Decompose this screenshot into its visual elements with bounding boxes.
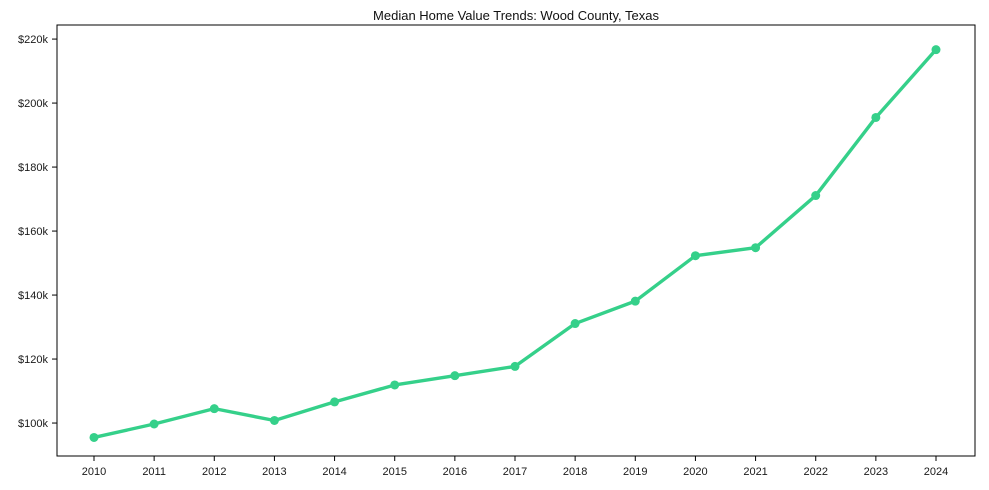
x-axis-tick-label: 2018 [563, 466, 587, 478]
x-axis-tick-label: 2012 [202, 466, 226, 478]
data-point [510, 361, 520, 371]
x-axis-tick-label: 2019 [623, 466, 647, 478]
data-point [209, 404, 219, 414]
data-point [690, 251, 700, 261]
x-axis-tick-label: 2011 [142, 466, 166, 478]
y-axis-tick-label: $200k [18, 98, 48, 110]
x-axis-tick-label: 2013 [262, 466, 286, 478]
data-point [570, 319, 580, 329]
y-axis-tick-label: $220k [18, 34, 48, 46]
plot-frame [56, 24, 976, 457]
data-point [931, 45, 941, 55]
y-axis-tick-label: $100k [18, 418, 48, 430]
x-axis-tick-label: 2010 [82, 466, 106, 478]
x-axis-tick-label: 2016 [443, 466, 467, 478]
data-point [330, 397, 340, 407]
chart-title: Median Home Value Trends: Wood County, T… [373, 8, 659, 23]
data-point [751, 243, 761, 253]
trend-line [92, 47, 938, 440]
y-axis-tick-label: $120k [18, 354, 48, 366]
x-axis-tick-label: 2023 [864, 466, 888, 478]
data-point [871, 112, 881, 122]
data-point [630, 296, 640, 306]
data-point [89, 432, 99, 442]
x-axis-tick-label: 2014 [322, 466, 346, 478]
x-axis-tick-label: 2021 [743, 466, 767, 478]
x-axis-tick-label: 2015 [382, 466, 406, 478]
data-point [149, 419, 159, 429]
data-point [450, 371, 460, 381]
data-point [811, 191, 821, 201]
x-axis-tick-label: 2024 [924, 466, 948, 478]
y-axis-tick-label: $140k [18, 290, 48, 302]
y-axis-tick-label: $160k [18, 226, 48, 238]
y-axis-tick-label: $180k [18, 162, 48, 174]
x-axis-tick-label: 2022 [803, 466, 827, 478]
x-axis-tick-label: 2017 [503, 466, 527, 478]
x-axis-tick-label: 2020 [683, 466, 707, 478]
data-point [390, 380, 400, 390]
data-point [269, 415, 279, 425]
